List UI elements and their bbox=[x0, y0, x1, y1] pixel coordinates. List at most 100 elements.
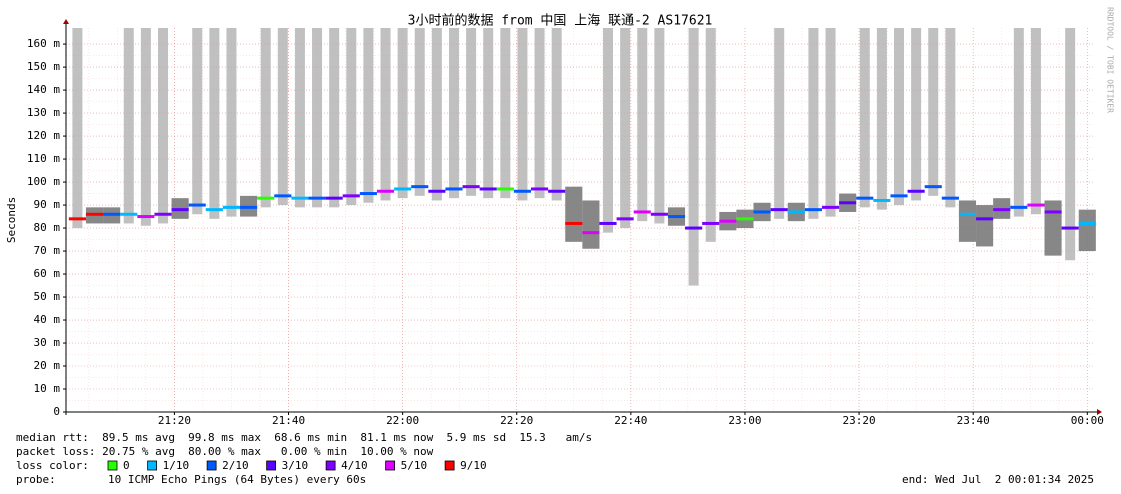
smoke bbox=[705, 28, 716, 242]
legend-swatch bbox=[206, 460, 217, 471]
median bbox=[976, 217, 994, 221]
y-tick-label: 160 m bbox=[27, 37, 60, 50]
median bbox=[513, 189, 532, 193]
smoke bbox=[294, 28, 305, 208]
smoke bbox=[976, 205, 994, 247]
legend-label: 9/10 bbox=[460, 459, 487, 472]
median bbox=[958, 212, 977, 216]
median bbox=[325, 196, 343, 200]
y-tick-label: 40 m bbox=[34, 313, 61, 326]
median bbox=[599, 221, 617, 225]
median bbox=[736, 217, 754, 221]
end-time: end: Wed Jul 2 00:01:34 2025 bbox=[902, 473, 1094, 486]
smoke bbox=[448, 28, 459, 199]
x-tick-label: 22:20 bbox=[500, 414, 533, 427]
smoke bbox=[894, 28, 905, 206]
median bbox=[839, 201, 857, 205]
smoke bbox=[637, 28, 648, 222]
y-tick-label: 30 m bbox=[34, 336, 61, 349]
median bbox=[205, 208, 223, 212]
median bbox=[1061, 226, 1079, 230]
watermark: RRDTOOL / TOBI OETIKER bbox=[1106, 7, 1115, 113]
median bbox=[685, 226, 703, 230]
median bbox=[274, 194, 292, 198]
smoke bbox=[380, 28, 391, 201]
median bbox=[376, 189, 395, 193]
legend-label: 5/10 bbox=[401, 459, 428, 472]
smoke bbox=[72, 28, 83, 229]
smoke bbox=[226, 28, 237, 217]
chart-title: 3小时前的数据 from 中国 上海 联通-2 AS17621 bbox=[408, 13, 713, 29]
median bbox=[428, 189, 446, 193]
median bbox=[496, 187, 514, 191]
x-tick-label: 23:40 bbox=[957, 414, 990, 427]
median bbox=[924, 185, 942, 189]
y-tick-label: 140 m bbox=[27, 83, 60, 96]
x-tick-label: 23:00 bbox=[728, 414, 761, 427]
smoke bbox=[958, 200, 977, 242]
smoke bbox=[551, 28, 562, 201]
median bbox=[582, 231, 600, 235]
smoke bbox=[140, 28, 151, 226]
arrow bbox=[63, 19, 69, 24]
x-tick-label: 22:00 bbox=[386, 414, 419, 427]
median bbox=[137, 215, 155, 219]
probe-label: probe: bbox=[16, 473, 56, 486]
y-tick-label: 130 m bbox=[27, 106, 60, 119]
smoke bbox=[565, 186, 583, 242]
median bbox=[120, 212, 138, 216]
legend-swatch bbox=[444, 460, 455, 471]
smoke bbox=[431, 28, 442, 201]
median bbox=[308, 196, 326, 200]
smoke bbox=[517, 28, 528, 201]
median bbox=[821, 205, 840, 209]
smoke bbox=[774, 28, 785, 219]
smoke bbox=[363, 28, 374, 203]
legend-swatch bbox=[266, 460, 277, 471]
median bbox=[445, 187, 463, 191]
smoke bbox=[260, 28, 271, 208]
median bbox=[1044, 210, 1062, 214]
y-tick-label: 50 m bbox=[34, 290, 61, 303]
median bbox=[667, 215, 686, 219]
median bbox=[342, 194, 360, 198]
y-tick-label: 20 m bbox=[34, 359, 61, 372]
median bbox=[222, 205, 241, 209]
median bbox=[411, 185, 429, 189]
smoke bbox=[688, 28, 699, 286]
median bbox=[702, 221, 720, 225]
smoke bbox=[582, 200, 600, 249]
legend-swatch bbox=[325, 460, 336, 471]
smoke bbox=[192, 28, 203, 215]
median bbox=[103, 212, 121, 216]
y-tick-label: 60 m bbox=[34, 267, 61, 280]
median bbox=[188, 203, 206, 207]
y-tick-label: 0 bbox=[53, 405, 60, 418]
legend-swatch bbox=[107, 460, 118, 471]
x-tick-label: 21:40 bbox=[272, 414, 305, 427]
y-tick-label: 10 m bbox=[34, 382, 61, 395]
median bbox=[993, 208, 1011, 212]
smoke bbox=[620, 28, 631, 229]
median bbox=[873, 198, 891, 202]
smoke bbox=[466, 28, 477, 196]
smoke bbox=[414, 28, 425, 196]
y-tick-label: 90 m bbox=[34, 198, 61, 211]
y-tick-label: 100 m bbox=[27, 175, 60, 188]
median bbox=[240, 205, 258, 209]
legend-label: 1/10 bbox=[163, 459, 190, 472]
smoke bbox=[1065, 28, 1076, 261]
y-tick-label: 120 m bbox=[27, 129, 60, 142]
smoke bbox=[1030, 28, 1041, 215]
median bbox=[171, 208, 189, 212]
smoke bbox=[928, 28, 939, 196]
median bbox=[394, 187, 412, 191]
smoke bbox=[911, 28, 922, 201]
x-tick-label: 22:40 bbox=[614, 414, 647, 427]
y-tick-label: 150 m bbox=[27, 60, 60, 73]
smoke bbox=[312, 28, 323, 208]
y-tick-label: 70 m bbox=[34, 244, 61, 257]
smoke bbox=[500, 28, 511, 199]
smoke bbox=[209, 28, 220, 219]
